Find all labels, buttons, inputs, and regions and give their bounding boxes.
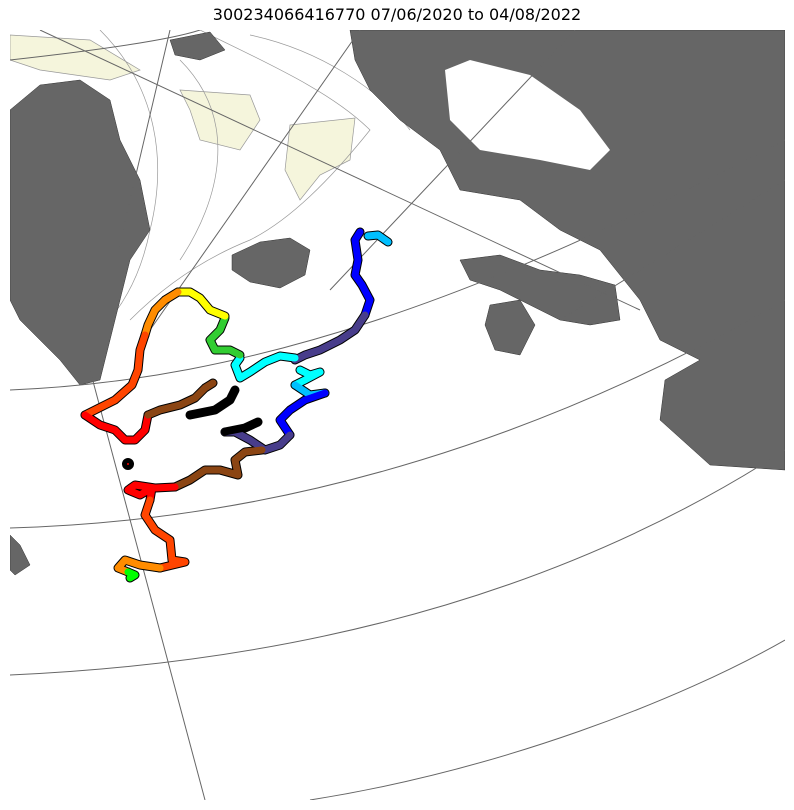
track-segment	[124, 481, 179, 504]
track-segment	[114, 556, 164, 576]
track-segment	[141, 288, 182, 339]
track-segment	[81, 331, 149, 419]
track-point	[122, 458, 134, 470]
track-segment	[124, 568, 139, 582]
track-segment	[364, 231, 392, 246]
track-segment	[291, 311, 369, 364]
iceland	[231, 237, 311, 289]
track-segment	[231, 352, 299, 382]
graticule	[10, 30, 785, 800]
track-segment	[141, 496, 189, 572]
track-segment	[186, 386, 239, 419]
track-segment	[144, 379, 217, 419]
map-canvas	[10, 30, 785, 800]
track-segment	[221, 418, 262, 436]
track-segment	[291, 366, 324, 389]
track-segment	[276, 389, 329, 439]
white-sea	[445, 60, 610, 170]
track-segment	[171, 446, 266, 491]
track-segment	[81, 411, 152, 444]
scandinavia	[349, 30, 785, 471]
drift-track	[80, 227, 393, 583]
track-segment	[206, 314, 244, 359]
greenland-north	[169, 31, 226, 61]
ireland	[484, 299, 536, 356]
map-title: 300234066416770 07/06/2020 to 04/08/2022	[212, 5, 582, 24]
track-segment	[351, 228, 374, 319]
track-segment	[174, 288, 229, 320]
greenland	[10, 79, 151, 386]
land	[10, 30, 785, 576]
labrador	[10, 534, 31, 576]
